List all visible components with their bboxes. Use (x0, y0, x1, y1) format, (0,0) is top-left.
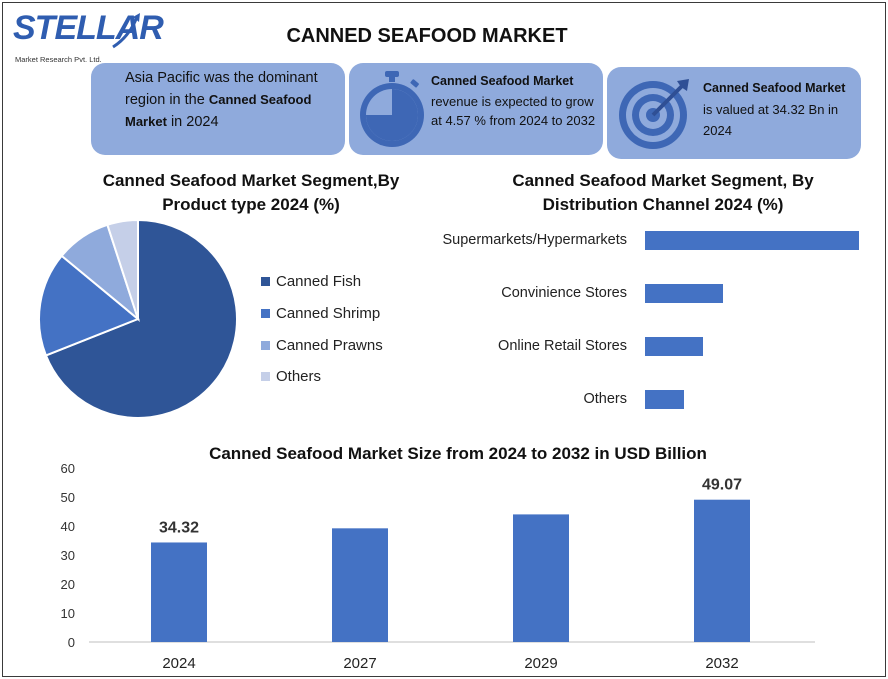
pie-legend: Canned Fish Canned Shrimp Canned Prawns Oth… (261, 266, 383, 393)
legend-swatch (261, 309, 270, 319)
legend-label: Canned Shrimp (276, 305, 381, 323)
column-bar (694, 499, 750, 642)
y-tick-label: 20 (61, 577, 75, 592)
hbar-chart-title: Canned Seafood Market Segment, By Distri… (512, 171, 814, 214)
legend-item: Others (261, 361, 383, 393)
stellar-logo: STELLAR Market Research Pvt. Ltd. (13, 9, 164, 65)
info-card-region: Asia Pacific was the dominant region in … (91, 63, 345, 155)
card2-text: Canned Seafood Market revenue is expecte… (431, 71, 596, 131)
info-card-value: Canned Seafood Market is valued at 34.32… (607, 67, 861, 159)
card1-text-a: Asia Pacific was the dominant region in … (125, 70, 318, 108)
legend-swatch (261, 372, 270, 382)
x-tick-label: 2029 (524, 655, 557, 672)
hbar-category-label: Online Retail Stores (498, 337, 627, 354)
card2-bold: Canned Seafood Market (431, 74, 574, 88)
hbar-bar (645, 284, 723, 303)
card3-bold: Canned Seafood Market (703, 81, 846, 95)
y-tick-label: 60 (61, 461, 75, 476)
y-tick-label: 40 (61, 519, 75, 534)
hbar-category-label: Others (583, 390, 627, 407)
column-bar (332, 528, 388, 642)
column-bar (513, 514, 569, 642)
column-bar (151, 542, 207, 642)
x-tick-label: 2024 (162, 655, 195, 672)
legend-label: Others (276, 368, 322, 386)
y-tick-label: 10 (61, 606, 75, 621)
hbar-bar (645, 231, 859, 250)
pie-slice-canned-fish (44, 218, 238, 419)
y-tick-label: 50 (61, 490, 75, 505)
pie-slice-others (106, 218, 139, 320)
legend-item: Canned Shrimp (261, 298, 383, 330)
page-title: CANNED SEAFOOD MARKET (286, 25, 568, 47)
info-card-growth: Canned Seafood Market revenue is expecte… (349, 63, 603, 155)
data-label: 49.07 (702, 477, 742, 494)
card3-body: is valued at 34.32 Bn in 2024 (703, 102, 839, 138)
y-tick-label: 0 (68, 635, 75, 650)
legend-swatch (261, 340, 270, 350)
hbar-category-label: Convinience Stores (501, 284, 627, 301)
card1-text-b: in 2024 (166, 114, 219, 130)
x-tick-label: 2032 (705, 655, 738, 672)
hbar-bar (645, 337, 704, 356)
legend-label: Canned Prawns (276, 336, 383, 354)
pie-slice-canned-shrimp (38, 254, 140, 357)
stopwatch-icon (360, 71, 424, 147)
pie-chart-title: Canned Seafood Market Segment,By Product… (102, 171, 400, 214)
column-chart: 0 10 20 30 40 50 60 2024 34.32 2027 2029 2032 49.07 (61, 461, 815, 672)
legend-item: Canned Fish (261, 266, 383, 298)
y-tick-label: 30 (61, 548, 75, 563)
legend-item: Canned Prawns (261, 329, 383, 361)
column-chart-title: Canned Seafood Market Size from 2024 to … (209, 444, 707, 463)
card2-body: revenue is expected to grow at 4.57 % fr… (431, 93, 596, 129)
pie-chart (38, 218, 238, 419)
x-tick-label: 2027 (343, 655, 376, 672)
logo-subtitle: Market Research Pvt. Ltd. (15, 55, 102, 64)
legend-label: Canned Fish (276, 273, 362, 291)
target-icon (619, 79, 689, 149)
logo-swoosh-icon (112, 13, 140, 49)
card3-text: Canned Seafood Market is valued at 34.32… (703, 77, 853, 141)
hbar-bar (645, 390, 684, 409)
data-label: 34.32 (159, 519, 199, 536)
hbar-category-label: Supermarkets/Hypermarkets (442, 231, 627, 248)
card1-bold: Canned Seafood Market (125, 92, 312, 129)
legend-swatch (261, 277, 270, 287)
